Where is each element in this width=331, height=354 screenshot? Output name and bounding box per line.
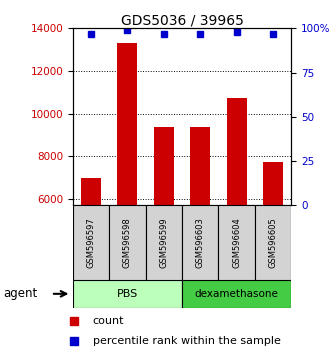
Bar: [118, 43, 137, 205]
Text: GSM596605: GSM596605: [268, 217, 278, 268]
Text: GSM596603: GSM596603: [196, 217, 205, 268]
Text: agent: agent: [4, 287, 38, 300]
Text: percentile rank within the sample: percentile rank within the sample: [93, 336, 281, 346]
Text: GSM596598: GSM596598: [123, 217, 132, 268]
Bar: [81, 178, 101, 205]
Bar: [255, 205, 291, 280]
Text: GSM596597: GSM596597: [86, 217, 96, 268]
Bar: [218, 205, 255, 280]
Title: GDS5036 / 39965: GDS5036 / 39965: [120, 13, 244, 27]
Text: PBS: PBS: [117, 289, 138, 299]
Bar: [263, 162, 283, 205]
Bar: [109, 205, 146, 280]
Bar: [182, 280, 291, 308]
Text: GSM596604: GSM596604: [232, 217, 241, 268]
Text: GSM596599: GSM596599: [159, 217, 168, 268]
Text: dexamethasone: dexamethasone: [195, 289, 279, 299]
Bar: [190, 127, 210, 205]
Bar: [182, 205, 218, 280]
Bar: [227, 98, 247, 205]
Bar: [73, 280, 182, 308]
Bar: [73, 205, 109, 280]
Text: count: count: [93, 316, 124, 326]
Bar: [154, 127, 174, 205]
Bar: [146, 205, 182, 280]
